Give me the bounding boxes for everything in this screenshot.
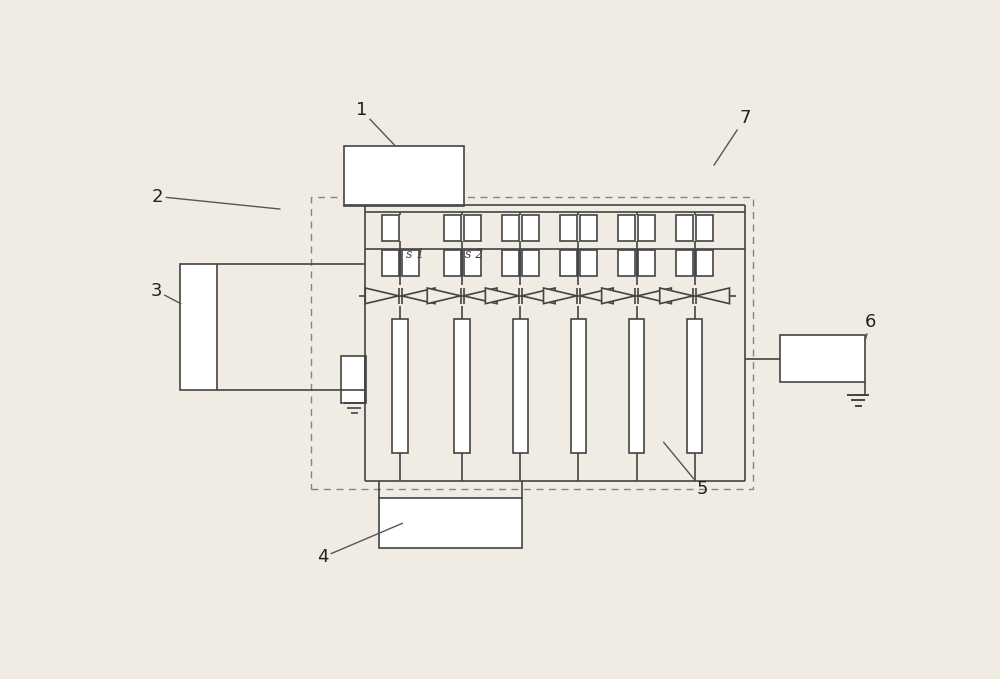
Bar	[382, 251, 399, 276]
Polygon shape	[365, 288, 399, 304]
Text: 4: 4	[317, 524, 402, 566]
Bar	[629, 319, 644, 453]
Polygon shape	[522, 288, 555, 304]
Bar	[392, 319, 408, 453]
Bar	[560, 251, 577, 276]
Bar	[454, 319, 470, 453]
Polygon shape	[464, 288, 497, 304]
Text: 1: 1	[356, 101, 395, 145]
Bar	[618, 251, 635, 276]
Text: 5: 5	[664, 442, 708, 498]
Polygon shape	[696, 288, 730, 304]
Bar	[502, 215, 519, 241]
Bar	[464, 215, 481, 241]
Bar	[618, 215, 635, 241]
Text: s 1: s 1	[406, 248, 425, 261]
Bar	[696, 215, 713, 241]
Polygon shape	[638, 288, 671, 304]
Polygon shape	[580, 288, 613, 304]
Text: 6: 6	[865, 313, 876, 340]
Text: 2: 2	[152, 187, 280, 209]
Text: 3: 3	[150, 282, 181, 304]
Text: s 2: s 2	[465, 248, 483, 261]
Bar	[676, 251, 693, 276]
Polygon shape	[544, 288, 577, 304]
Bar	[512, 319, 528, 453]
Bar	[571, 319, 586, 453]
Bar	[580, 251, 597, 276]
Bar	[560, 215, 577, 241]
Bar	[344, 145, 464, 206]
Polygon shape	[485, 288, 519, 304]
Bar	[402, 251, 419, 276]
Bar	[780, 335, 865, 382]
Text: 7: 7	[714, 109, 751, 165]
Polygon shape	[602, 288, 635, 304]
Polygon shape	[427, 288, 461, 304]
Bar	[382, 215, 399, 241]
Polygon shape	[660, 288, 693, 304]
Bar	[464, 251, 481, 276]
Bar	[696, 251, 713, 276]
Bar	[341, 356, 366, 403]
Bar	[444, 251, 461, 276]
Bar	[379, 498, 522, 548]
Bar	[638, 215, 655, 241]
Bar	[638, 251, 655, 276]
Bar	[676, 215, 693, 241]
Bar	[580, 215, 597, 241]
Bar	[687, 319, 702, 453]
Bar	[522, 215, 539, 241]
Polygon shape	[402, 288, 435, 304]
Bar	[180, 265, 217, 390]
Bar	[444, 215, 461, 241]
Bar	[311, 196, 753, 490]
Bar	[522, 251, 539, 276]
Bar	[502, 251, 519, 276]
